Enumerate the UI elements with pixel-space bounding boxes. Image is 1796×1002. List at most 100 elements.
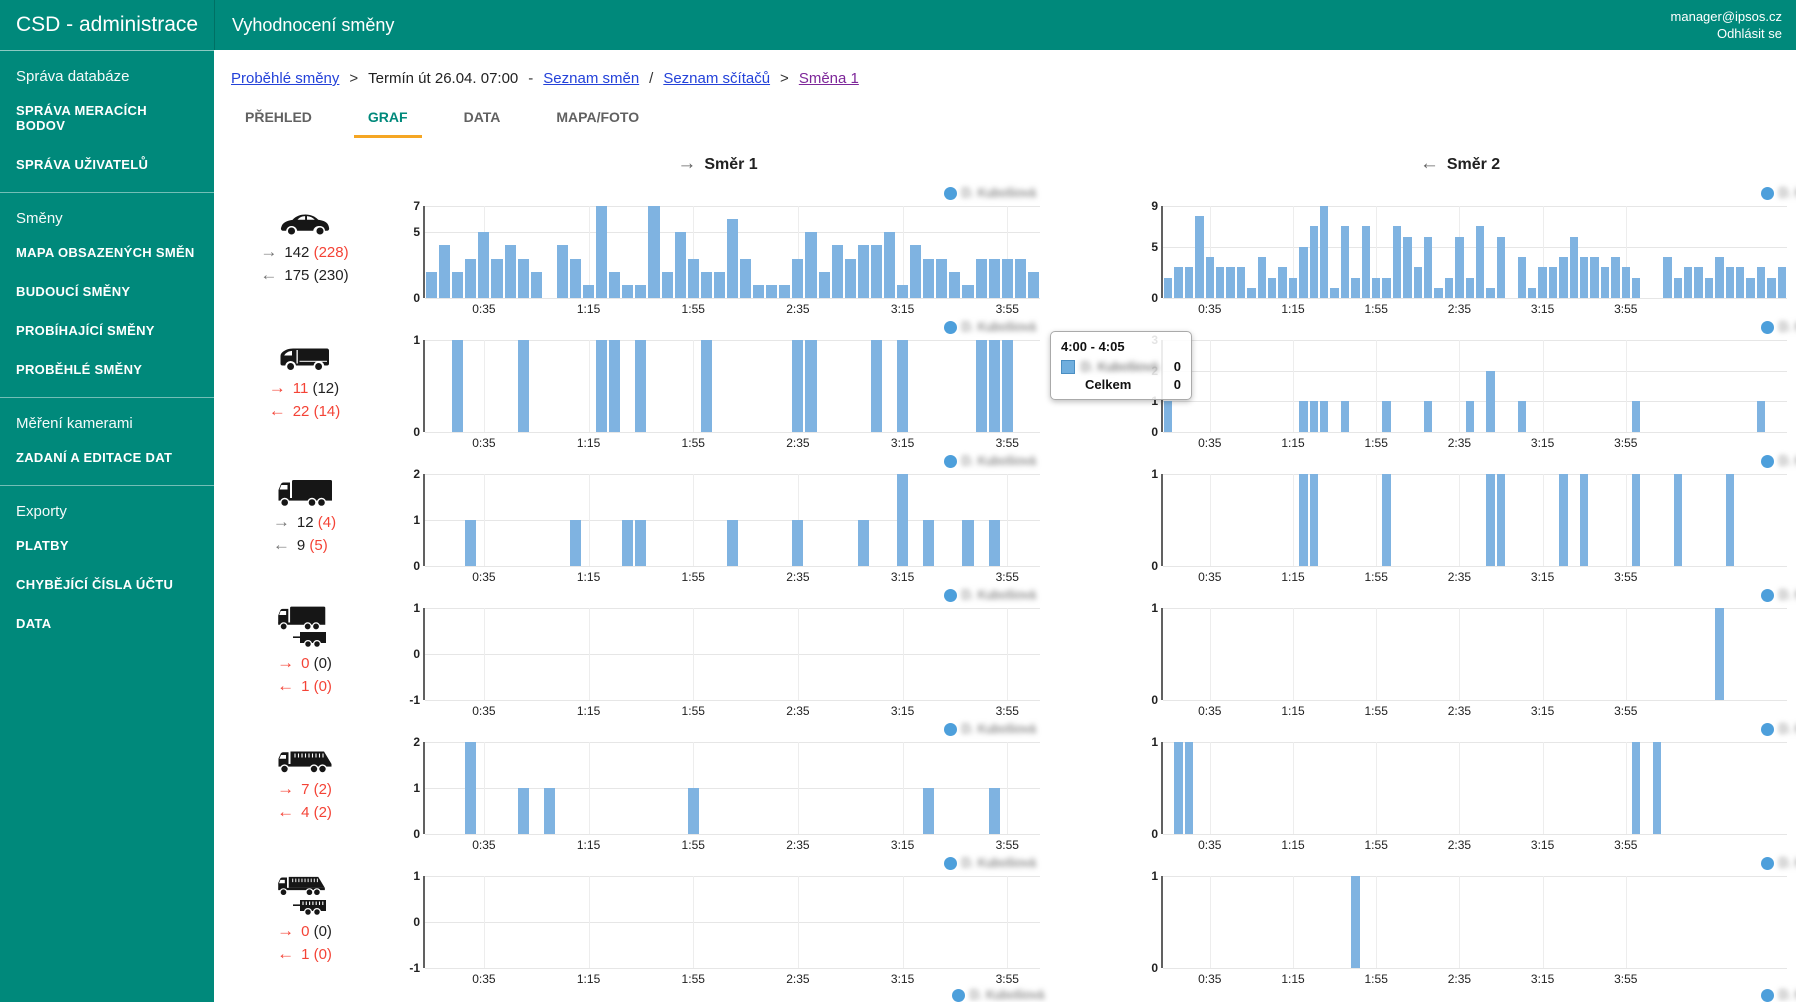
bar[interactable] <box>609 340 621 432</box>
tab-data[interactable]: DATA <box>463 109 501 125</box>
bar[interactable] <box>530 271 542 298</box>
bar[interactable] <box>1517 401 1526 432</box>
bar[interactable] <box>700 271 712 298</box>
chart-legend[interactable]: D. Kubošiová <box>1761 588 1796 602</box>
bar[interactable] <box>596 206 608 298</box>
bar[interactable] <box>1372 277 1381 298</box>
bar[interactable] <box>635 340 647 432</box>
bar[interactable] <box>1580 257 1589 298</box>
bar[interactable] <box>1632 742 1641 834</box>
bar[interactable] <box>1496 474 1506 566</box>
bar[interactable] <box>1014 258 1026 298</box>
chart-legend[interactable]: D. Kubošiová <box>1761 186 1796 200</box>
bar[interactable] <box>1330 287 1339 298</box>
bar[interactable] <box>766 284 778 298</box>
bar[interactable] <box>897 340 909 432</box>
bar[interactable] <box>805 340 817 432</box>
bar[interactable] <box>1632 474 1641 566</box>
bar[interactable] <box>648 206 660 298</box>
chart-legend[interactable]: D. Kubošiová <box>943 856 1036 870</box>
sidebar-item-prob-hl-sm-ny[interactable]: PROBĚHLÉ SMĚNY <box>16 362 143 377</box>
bar[interactable] <box>1684 267 1693 298</box>
bar[interactable] <box>897 474 909 566</box>
sidebar-item-chyb-j-c-sla-tu[interactable]: CHYBĚJÍCÍ ČÍSLA ÚČTU <box>16 577 174 592</box>
bar[interactable] <box>569 520 581 566</box>
bar[interactable] <box>1184 267 1194 298</box>
bar[interactable] <box>465 520 477 566</box>
bar[interactable] <box>1517 257 1526 298</box>
bar[interactable] <box>1001 340 1013 432</box>
bar[interactable] <box>609 271 621 298</box>
bar[interactable] <box>1424 401 1433 432</box>
tab-mapa-foto[interactable]: MAPA/FOTO <box>556 109 640 125</box>
bar[interactable] <box>1694 267 1703 298</box>
bar[interactable] <box>1767 277 1776 298</box>
bar[interactable] <box>975 258 987 298</box>
bar[interactable] <box>1538 267 1547 298</box>
bar[interactable] <box>1424 236 1433 298</box>
bar[interactable] <box>1444 277 1454 298</box>
bar[interactable] <box>792 520 804 566</box>
chart-legend[interactable]: D. Kubošiová <box>943 320 1036 334</box>
bar[interactable] <box>1247 287 1256 298</box>
bar[interactable] <box>700 340 712 432</box>
sidebar-item-mapa-obsazen-ch-sm-n[interactable]: MAPA OBSAZENÝCH SMĚN <box>16 245 195 260</box>
bar[interactable] <box>1715 608 1724 700</box>
bar[interactable] <box>687 788 699 834</box>
bar[interactable] <box>635 284 647 298</box>
chart-legend[interactable]: D. Kubošiová <box>1761 722 1796 736</box>
chart-legend[interactable]: D. Kubošiová <box>943 454 1036 468</box>
bar[interactable] <box>1673 474 1682 566</box>
bar[interactable] <box>962 520 974 566</box>
bar[interactable] <box>452 271 464 298</box>
chart-legend[interactable]: D. Kubošiová <box>952 988 1044 1002</box>
bar[interactable] <box>1486 370 1495 432</box>
chart-legend[interactable]: D. Kubošiová <box>943 186 1036 200</box>
bar[interactable] <box>923 788 935 834</box>
bar[interactable] <box>622 520 634 566</box>
bar[interactable] <box>1268 277 1277 298</box>
sidebar-item-spr-va-merac-ch-bodov[interactable]: SPRÁVA MERACÍCH BODOV <box>16 103 147 133</box>
bar[interactable] <box>1299 246 1308 298</box>
chart-legend[interactable]: D. Kubošiová <box>943 588 1036 602</box>
bar[interactable] <box>726 520 739 566</box>
bar[interactable] <box>857 245 869 298</box>
bar[interactable] <box>1309 401 1318 432</box>
bar[interactable] <box>1777 267 1786 298</box>
chart-legend[interactable]: D. Kubošiová <box>1761 320 1796 334</box>
bar[interactable] <box>1465 277 1474 298</box>
bar[interactable] <box>1164 401 1173 432</box>
bar[interactable] <box>1736 267 1745 298</box>
bar[interactable] <box>504 245 516 298</box>
bar[interactable] <box>1580 474 1589 566</box>
bar[interactable] <box>1174 742 1183 834</box>
bar[interactable] <box>713 271 725 298</box>
bar[interactable] <box>1382 277 1391 298</box>
bar[interactable] <box>1027 271 1039 298</box>
bar[interactable] <box>949 271 961 298</box>
bar[interactable] <box>1486 287 1495 298</box>
bar[interactable] <box>805 232 817 298</box>
bar[interactable] <box>1559 474 1568 566</box>
bar[interactable] <box>988 788 1000 834</box>
bar[interactable] <box>1320 206 1329 298</box>
bar[interactable] <box>779 284 791 298</box>
bar[interactable] <box>1590 257 1599 298</box>
bar[interactable] <box>1569 236 1578 298</box>
bar[interactable] <box>1174 267 1183 298</box>
sidebar-item-budouc-sm-ny[interactable]: BUDOUCÍ SMĚNY <box>16 284 131 299</box>
bar[interactable] <box>1278 267 1287 298</box>
bar[interactable] <box>988 340 1000 432</box>
bar[interactable] <box>883 232 896 298</box>
bar[interactable] <box>1465 401 1474 432</box>
breadcrumb-link-sm-na-1[interactable]: Směna 1 <box>798 70 859 87</box>
bar[interactable] <box>635 520 647 566</box>
bar[interactable] <box>1226 267 1235 298</box>
logout-link[interactable]: Odhlásit se <box>1716 26 1782 41</box>
bar[interactable] <box>1001 258 1013 298</box>
bar[interactable] <box>661 271 673 298</box>
bar[interactable] <box>583 284 595 298</box>
bar[interactable] <box>844 258 856 298</box>
chart-legend[interactable]: D. Kubošiová <box>1761 856 1796 870</box>
sidebar-item-platby[interactable]: PLATBY <box>16 538 69 553</box>
